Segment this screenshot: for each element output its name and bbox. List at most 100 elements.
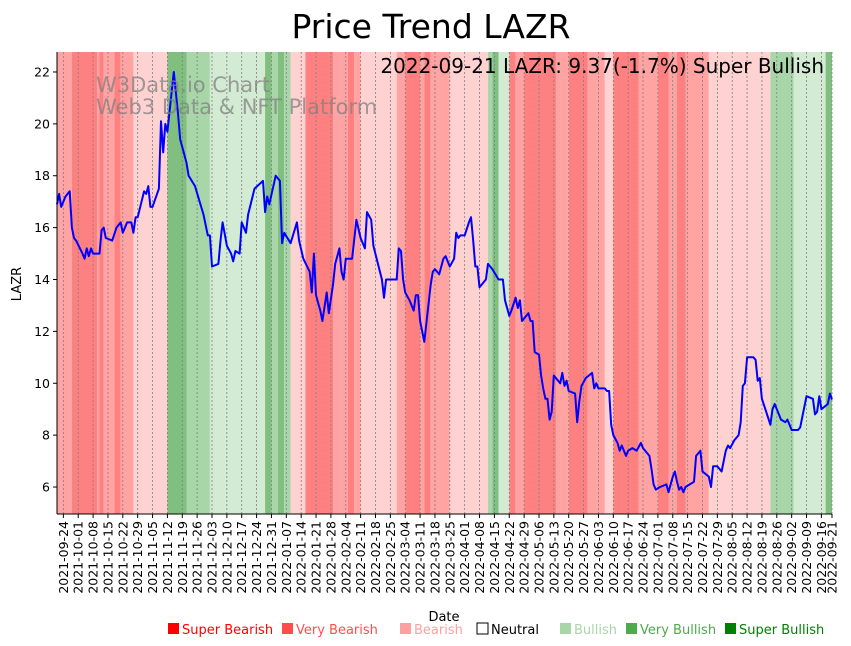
legend-swatch [626,623,637,634]
regime-band [770,52,794,514]
regime-band [97,52,100,514]
legend-swatch [168,623,179,634]
regime-band [424,52,431,514]
regime-band [638,52,658,514]
latest-price-annotation: 2022-09-21 LAZR: 9.37(-1.7%) Super Bulli… [380,54,824,78]
x-tick-label: 2022-07-01 [650,521,665,594]
x-tick-label: 2022-09-21 [825,521,840,594]
x-tick-label: 2021-11-19 [175,521,190,594]
x-tick-label: 2021-11-12 [160,521,175,594]
regime-band [555,52,569,514]
x-tick-label: 2022-06-03 [591,521,606,594]
legend-label: Bearish [414,623,463,638]
regime-band [209,52,266,514]
regime-band [708,52,771,514]
x-tick-label: 2022-07-08 [665,521,680,594]
x-tick-label: 2022-05-27 [576,521,591,594]
y-axis-ticks: 6 8 10 12 14 16 18 20 22 [34,64,57,495]
regime-band [120,52,134,514]
x-tick-label: 2022-06-24 [636,521,651,594]
x-tick-label: 2022-08-05 [725,521,740,594]
x-tick-label: 2021-10-08 [86,521,101,594]
x-axis-label: Date [428,610,459,625]
x-tick-label: 2022-07-22 [695,521,710,594]
watermark-line-2: Web3 Data & NFT Platform [96,95,377,119]
x-tick-label: 2021-10-01 [71,521,86,594]
x-tick-label: 2022-07-15 [680,521,695,594]
regime-band [354,52,361,514]
regime-band [657,52,669,514]
x-tick-label: 2022-04-01 [457,521,472,594]
regime-band [305,52,334,514]
x-tick-label: 2022-02-11 [353,521,368,594]
regime-band [347,52,355,514]
legend-swatch [282,623,293,634]
regime-band [430,52,450,514]
regime-band [613,52,639,514]
x-tick-label: 2022-06-10 [606,521,621,594]
x-tick-label: 2022-01-14 [294,521,309,594]
x-axis-ticks: 2021-09-24 2021-10-01 2021-10-08 2021-10-15… [56,514,840,594]
regime-band [604,52,614,514]
regime-band [396,52,406,514]
legend-label: Very Bullish [640,623,716,638]
regime-bands [57,52,832,514]
regime-band [405,52,421,514]
y-tick-label: 10 [34,376,50,391]
x-tick-label: 2022-01-21 [309,521,324,594]
regime-band [277,52,285,514]
regime-band [167,52,187,514]
legend-item: Neutral [476,622,539,638]
regime-band [685,52,709,514]
legend-swatch [560,623,571,634]
x-tick-label: 2022-02-04 [338,521,353,594]
x-tick-label: 2022-09-09 [799,521,814,594]
x-tick-label: 2022-04-29 [517,521,532,594]
y-tick-label: 8 [42,428,50,443]
regime-band [284,52,291,514]
y-axis-label: LAZR [10,267,25,301]
y-tick-label: 14 [34,272,50,287]
x-tick-label: 2022-04-08 [472,521,487,594]
x-tick-label: 2021-11-05 [145,521,160,594]
y-tick-label: 20 [34,116,50,131]
legend-swatch [725,623,736,634]
regime-band [825,52,832,514]
x-tick-label: 2022-09-16 [814,521,829,594]
regime-band [133,52,168,514]
x-tick-label: 2022-03-04 [398,521,413,594]
x-tick-label: 2022-08-12 [740,521,755,594]
x-tick-label: 2022-05-20 [561,521,576,594]
regime-band [71,52,98,514]
x-tick-label: 2021-12-03 [205,521,220,594]
x-tick-label: 2022-08-26 [769,521,784,594]
legend-label: Super Bullish [739,623,824,638]
regime-band [186,52,210,514]
regime-band [515,52,525,514]
legend-item: Very Bullish [626,623,716,638]
regime-band [668,52,677,514]
regime-band [677,52,686,514]
regime-band [114,52,121,514]
x-tick-label: 2021-10-22 [115,521,130,594]
x-tick-label: 2022-08-19 [754,521,769,594]
legend-swatch [476,622,489,635]
x-tick-label: 2022-01-07 [279,521,294,594]
y-tick-label: 12 [34,324,50,339]
x-tick-label: 2022-01-28 [323,521,338,594]
legend-item: Bearish [400,623,463,638]
y-tick-label: 16 [34,220,50,235]
regime-band [57,52,72,514]
x-tick-label: 2022-07-29 [710,521,725,594]
chart-title: Price Trend LAZR [291,7,570,46]
regime-band [492,52,499,514]
legend-label: Super Bearish [182,623,273,638]
y-tick-label: 18 [34,168,50,183]
regime-band [103,52,115,514]
regime-band [587,52,605,514]
legend-item: Super Bearish [168,623,273,638]
x-gridlines [62,52,833,514]
legend-label: Neutral [491,623,539,638]
x-tick-label: 2021-12-31 [264,521,279,594]
